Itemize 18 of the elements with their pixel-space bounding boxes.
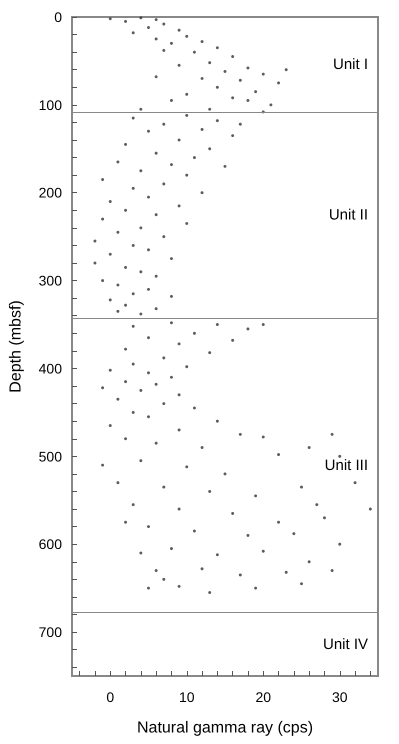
annotation: Unit III [324,457,368,474]
annotation: Unit I [332,56,368,73]
annotation: Unit IV [322,636,368,653]
y-tick-label: 0 [54,9,62,25]
y-tick-label: 400 [38,360,62,376]
x-tick-label: 10 [178,689,195,705]
x-axis-title: Natural gamma ray (cps) [136,720,314,736]
y-tick-label: 200 [38,184,62,201]
y-axis-title: Depth (mbsf) [8,300,24,393]
x-tick-label: 0 [106,689,114,705]
x-tick-label: 30 [332,689,348,705]
x-tick-label: 20 [255,689,272,705]
y-tick-label: 600 [38,536,62,552]
annotation: Unit II [328,206,368,224]
y-tick-label: 100 [38,96,62,113]
y-tick-label: 300 [38,272,62,289]
y-tick-label: 700 [38,624,62,640]
y-tick-label: 500 [38,448,62,464]
